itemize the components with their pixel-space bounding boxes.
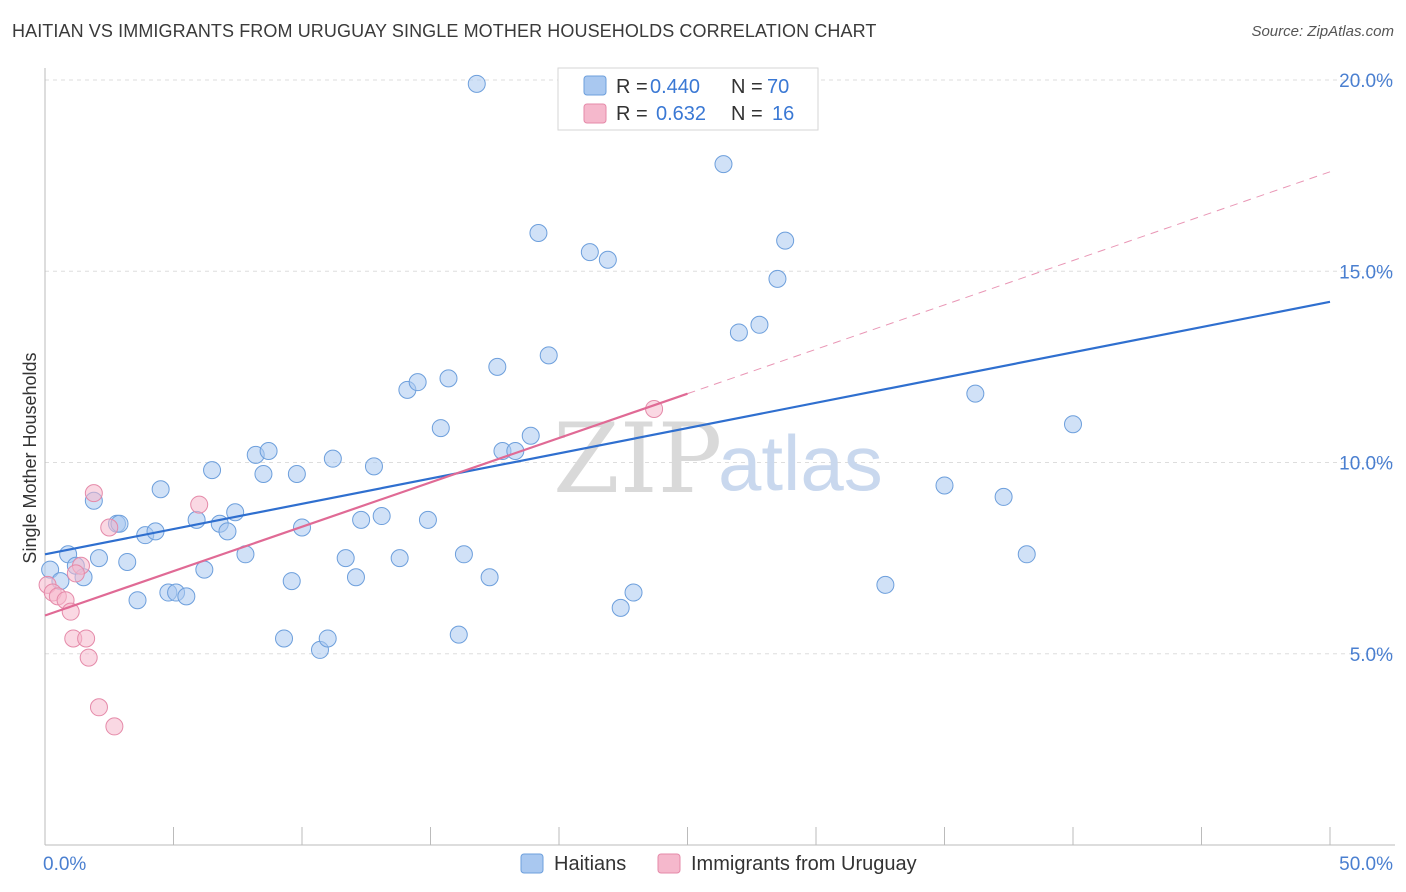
haitians-point <box>318 629 337 648</box>
uruguay-point <box>66 564 85 583</box>
bottom-legend-swatch-haitians <box>520 853 544 874</box>
haitians-point <box>346 568 365 587</box>
tick-labels: 5.0% 10.0% 15.0% 20.0% 0.0% 50.0% <box>43 71 1393 875</box>
haitians-point <box>254 464 273 483</box>
legend-n-value: 70 <box>767 76 789 98</box>
haitians-point <box>89 549 108 568</box>
haitians-point <box>454 545 473 564</box>
haitians-point <box>580 243 599 262</box>
legend: R = 0.440 N = 70 R = 0.632 N = 16 <box>557 67 819 131</box>
haitians-point <box>218 522 237 541</box>
haitians-point <box>449 625 468 644</box>
legend-swatch-haitians <box>583 75 607 96</box>
trend-lines <box>44 171 1331 617</box>
haitians-point <box>128 591 147 610</box>
haitians-point <box>521 426 540 445</box>
legend-swatch-uruguay <box>583 103 607 124</box>
x-tick-label: 0.0% <box>43 854 86 875</box>
legend-n-value: 16 <box>772 103 794 125</box>
haitians-point <box>529 224 548 242</box>
watermark: ZIP atlas <box>553 403 883 515</box>
uruguay-point <box>105 717 124 736</box>
legend-r-label: R = <box>616 76 648 98</box>
bottom-legend: Haitians Immigrants from Uruguay <box>520 853 917 875</box>
haitians-point <box>611 598 630 617</box>
haitians-point <box>439 369 458 388</box>
haitians-point <box>598 250 617 269</box>
haitians-point <box>714 155 733 174</box>
axes <box>44 68 1395 846</box>
y-axis-title: Single Mother Households <box>20 352 40 563</box>
haitians-point <box>118 552 137 571</box>
haitians-point <box>151 480 170 499</box>
haitians-point <box>336 549 355 568</box>
haitians-point <box>729 323 748 342</box>
y-tick-label: 10.0% <box>1339 454 1393 475</box>
bottom-legend-uruguay: Immigrants from Uruguay <box>691 853 917 875</box>
legend-r-label: R = <box>616 103 648 125</box>
haitians-point <box>1064 415 1082 434</box>
legend-n-label: N = <box>731 76 763 98</box>
uruguay-point <box>100 518 119 537</box>
uruguay-point <box>77 629 96 648</box>
y-tick-label: 15.0% <box>1339 262 1393 283</box>
legend-r-value: 0.440 <box>650 76 700 98</box>
y-tick-label: 5.0% <box>1350 645 1393 666</box>
uruguay-point <box>84 484 103 503</box>
haitians-point <box>390 549 409 568</box>
uruguay-point <box>89 698 108 717</box>
watermark-zip: ZIP <box>553 403 722 515</box>
y-tick-label: 20.0% <box>1339 71 1393 92</box>
bottom-legend-haitians: Haitians <box>554 853 626 875</box>
watermark-atlas: atlas <box>718 419 883 507</box>
haitians-point <box>418 510 437 529</box>
legend-n-label: N = <box>731 103 763 125</box>
chart-title: HAITIAN VS IMMIGRANTS FROM URUGUAY SINGL… <box>12 21 877 41</box>
haitians-point <box>275 629 294 648</box>
haitians-point <box>287 464 306 483</box>
haitians-point <box>624 583 643 602</box>
haitians-point <box>372 507 391 526</box>
haitians-point <box>1017 545 1036 564</box>
haitians-point <box>467 74 486 93</box>
uruguay-trend-extension <box>687 171 1331 395</box>
haitians-point <box>323 449 342 468</box>
bottom-legend-swatch-uruguay <box>657 853 681 874</box>
haitians-point <box>259 442 278 461</box>
haitians-point <box>539 346 558 365</box>
uruguay-point <box>190 495 209 514</box>
haitians-point <box>750 315 769 334</box>
legend-r-value: 0.632 <box>656 103 706 125</box>
haitians-point <box>768 269 787 288</box>
x-tick-label: 50.0% <box>1339 854 1393 875</box>
haitians-trend-line <box>44 300 1331 556</box>
haitians-point <box>364 457 383 476</box>
uruguay-trend-line <box>44 392 688 617</box>
haitians-point <box>480 568 499 587</box>
haitians-point <box>994 487 1013 506</box>
haitians-point <box>488 357 507 376</box>
haitians-point <box>935 476 954 495</box>
haitians-point <box>431 419 450 438</box>
haitians-point <box>177 587 196 606</box>
haitians-point <box>876 575 895 594</box>
haitians-point <box>282 572 301 591</box>
haitians-point <box>408 373 427 392</box>
haitians-point <box>776 231 795 250</box>
haitians-point <box>966 384 985 403</box>
haitians-point <box>352 510 371 529</box>
haitians-point <box>203 461 222 480</box>
chart-source: Source: ZipAtlas.com <box>1251 23 1394 40</box>
uruguay-point <box>79 648 98 667</box>
